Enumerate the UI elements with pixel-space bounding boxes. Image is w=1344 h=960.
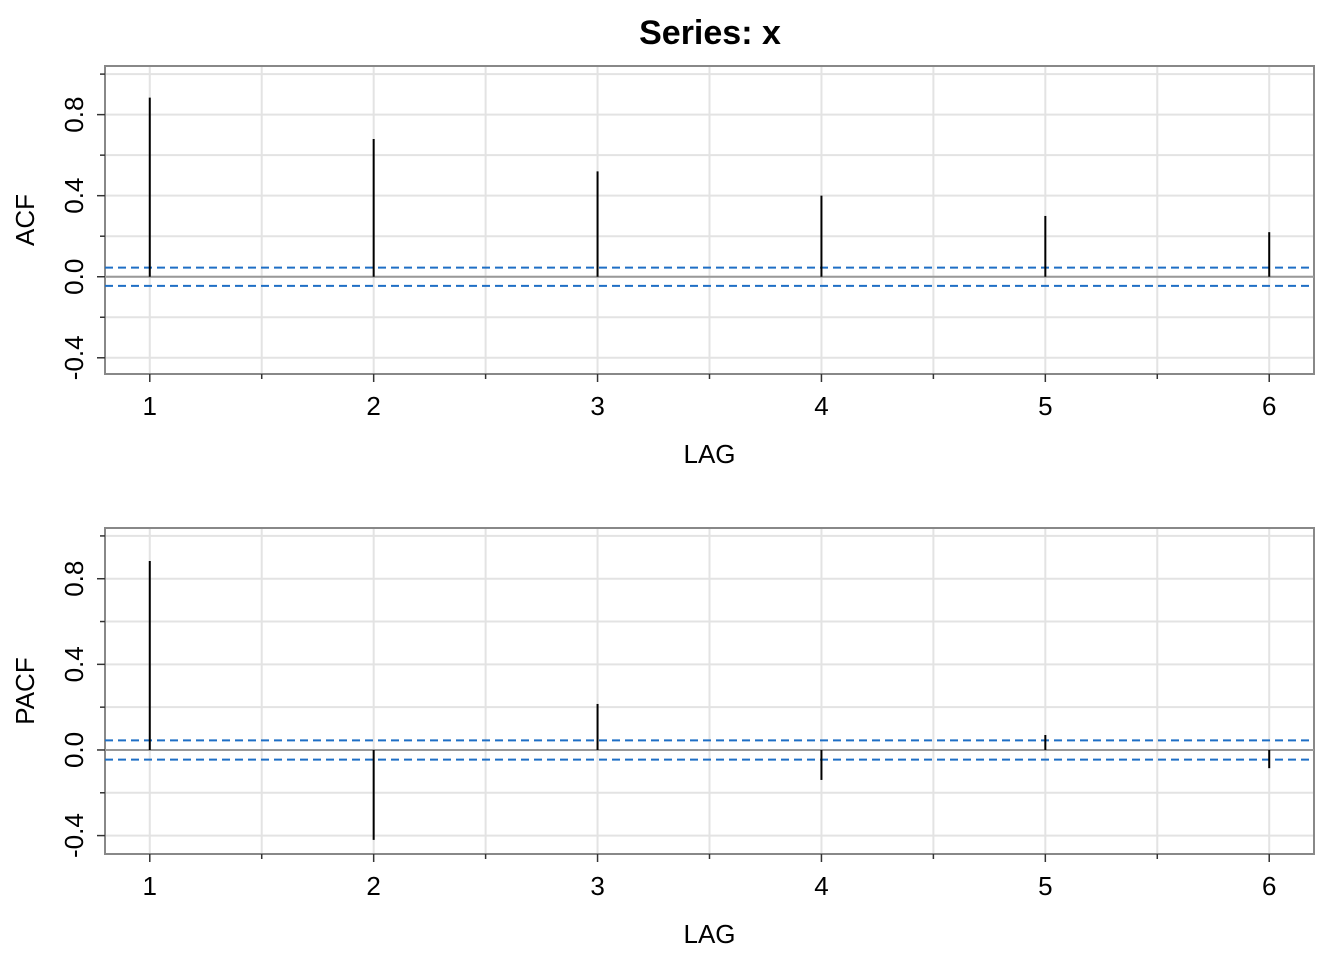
y-tick-label: 0.0 xyxy=(59,732,89,768)
x-axis-label: LAG xyxy=(683,439,735,469)
y-tick-label: -0.4 xyxy=(59,813,89,858)
y-tick-label: 0.4 xyxy=(59,178,89,214)
x-tick-label: 4 xyxy=(814,391,828,421)
x-axis-label: LAG xyxy=(683,919,735,949)
y-tick-label: -0.4 xyxy=(59,335,89,380)
y-axis-label: PACF xyxy=(10,657,40,724)
x-tick-label: 3 xyxy=(590,391,604,421)
chart-title: Series: x xyxy=(639,14,781,52)
x-tick-label: 3 xyxy=(590,871,604,901)
x-tick-label: 2 xyxy=(366,871,380,901)
x-tick-label: 6 xyxy=(1262,871,1276,901)
x-tick-label: 4 xyxy=(814,871,828,901)
y-tick-label: 0.4 xyxy=(59,646,89,682)
y-tick-label: 0.0 xyxy=(59,259,89,295)
x-tick-label: 6 xyxy=(1262,391,1276,421)
x-tick-label: 5 xyxy=(1038,391,1052,421)
y-tick-label: 0.8 xyxy=(59,97,89,133)
x-tick-label: 1 xyxy=(143,391,157,421)
x-tick-label: 1 xyxy=(143,871,157,901)
x-tick-label: 2 xyxy=(366,391,380,421)
y-axis-label: ACF xyxy=(10,194,40,246)
x-tick-label: 5 xyxy=(1038,871,1052,901)
y-tick-label: 0.8 xyxy=(59,561,89,597)
